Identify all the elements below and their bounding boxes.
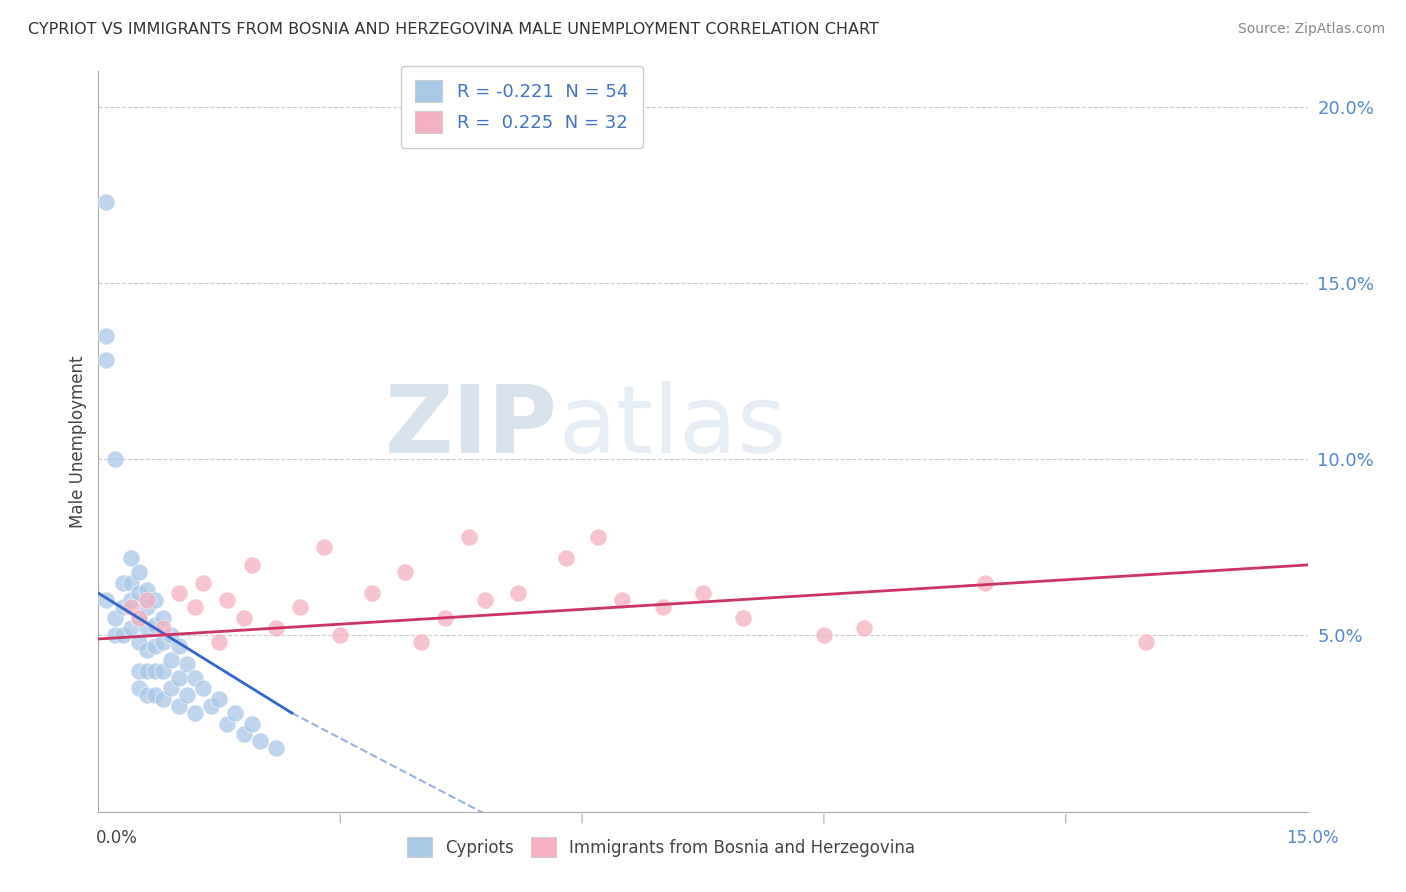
Point — [329, 628, 352, 642]
Point — [692, 586, 714, 600]
Point — [249, 734, 271, 748]
Point — [264, 621, 287, 635]
Point — [128, 681, 150, 696]
Point — [135, 689, 157, 703]
Point — [135, 582, 157, 597]
Point — [200, 698, 222, 713]
Point — [167, 639, 190, 653]
Point — [733, 611, 755, 625]
Point — [288, 600, 311, 615]
Point — [361, 586, 384, 600]
Point — [120, 550, 142, 565]
Point — [434, 611, 457, 625]
Point — [264, 741, 287, 756]
Point — [160, 681, 183, 696]
Point — [314, 541, 336, 555]
Point — [143, 689, 166, 703]
Point — [167, 671, 190, 685]
Point — [103, 452, 125, 467]
Point — [232, 611, 254, 625]
Point — [217, 593, 239, 607]
Point — [167, 698, 190, 713]
Point — [853, 621, 876, 635]
Point — [135, 593, 157, 607]
Point — [120, 575, 142, 590]
Point — [232, 727, 254, 741]
Point — [409, 635, 432, 649]
Point — [111, 575, 134, 590]
Point — [96, 593, 118, 607]
Text: atlas: atlas — [558, 381, 786, 473]
Point — [193, 681, 215, 696]
Point — [135, 621, 157, 635]
Text: Source: ZipAtlas.com: Source: ZipAtlas.com — [1237, 22, 1385, 37]
Point — [394, 565, 416, 579]
Point — [813, 628, 835, 642]
Point — [152, 635, 174, 649]
Point — [612, 593, 634, 607]
Point — [128, 635, 150, 649]
Point — [208, 692, 231, 706]
Point — [974, 575, 997, 590]
Text: ZIP: ZIP — [385, 381, 558, 473]
Point — [506, 586, 529, 600]
Point — [143, 664, 166, 678]
Point — [240, 558, 263, 572]
Point — [143, 618, 166, 632]
Point — [128, 611, 150, 625]
Point — [128, 586, 150, 600]
Point — [474, 593, 496, 607]
Point — [160, 653, 183, 667]
Point — [103, 611, 125, 625]
Point — [152, 692, 174, 706]
Point — [143, 639, 166, 653]
Point — [103, 628, 125, 642]
Point — [111, 600, 134, 615]
Point — [128, 664, 150, 678]
Point — [152, 611, 174, 625]
Point — [160, 628, 183, 642]
Text: 15.0%: 15.0% — [1286, 829, 1339, 847]
Point — [96, 353, 118, 368]
Point — [111, 628, 134, 642]
Point — [120, 621, 142, 635]
Point — [96, 328, 118, 343]
Point — [458, 530, 481, 544]
Point — [555, 550, 578, 565]
Point — [240, 716, 263, 731]
Point — [176, 689, 198, 703]
Point — [1135, 635, 1157, 649]
Point — [135, 642, 157, 657]
Point — [651, 600, 673, 615]
Point — [143, 593, 166, 607]
Point — [184, 671, 207, 685]
Point — [176, 657, 198, 671]
Legend: Cypriots, Immigrants from Bosnia and Herzegovina: Cypriots, Immigrants from Bosnia and Her… — [401, 830, 921, 864]
Text: 0.0%: 0.0% — [96, 829, 138, 847]
Y-axis label: Male Unemployment: Male Unemployment — [69, 355, 87, 528]
Point — [96, 194, 118, 209]
Point — [586, 530, 609, 544]
Point — [217, 716, 239, 731]
Legend: R = -0.221  N = 54, R =  0.225  N = 32: R = -0.221 N = 54, R = 0.225 N = 32 — [401, 66, 643, 147]
Point — [193, 575, 215, 590]
Point — [224, 706, 246, 720]
Point — [184, 600, 207, 615]
Point — [135, 600, 157, 615]
Point — [208, 635, 231, 649]
Point — [135, 664, 157, 678]
Point — [152, 621, 174, 635]
Point — [128, 565, 150, 579]
Point — [152, 664, 174, 678]
Point — [167, 586, 190, 600]
Text: CYPRIOT VS IMMIGRANTS FROM BOSNIA AND HERZEGOVINA MALE UNEMPLOYMENT CORRELATION : CYPRIOT VS IMMIGRANTS FROM BOSNIA AND HE… — [28, 22, 879, 37]
Point — [128, 611, 150, 625]
Point — [120, 593, 142, 607]
Point — [120, 600, 142, 615]
Point — [184, 706, 207, 720]
